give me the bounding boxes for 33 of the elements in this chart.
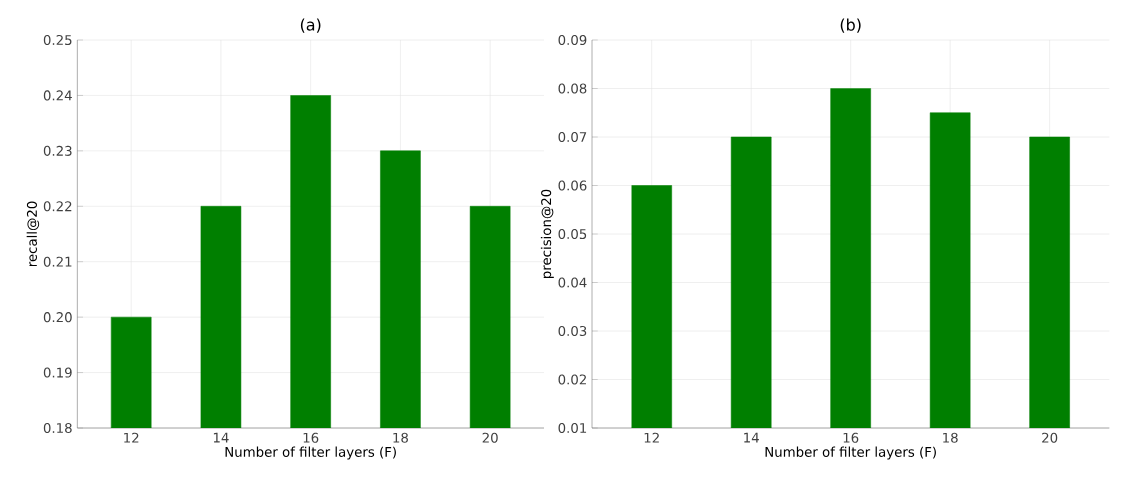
chart-title: (a) [300,18,321,33]
y-tick-label: 0.06 [558,180,587,191]
y-tick-label: 0.09 [558,34,587,46]
x-tick-label: 20 [482,432,498,443]
y-tick-label: 0.21 [43,256,72,267]
y-tick-label: 0.25 [43,34,72,46]
x-axis-title: Number of filter layers (F) [765,446,936,460]
x-tick-label: 18 [393,432,408,443]
x-tick-label: 14 [213,432,229,443]
x-tick-label: 14 [744,432,759,443]
y-axis-title: recall@20 [26,201,40,267]
y-tick-label: 0.19 [43,367,72,378]
y-tick-label: 0.18 [43,422,72,434]
y-tick-label: 0.07 [558,131,587,143]
y-tick-label: 0.24 [43,90,72,101]
y-tick-label: 0.08 [558,83,587,94]
x-tick-label: 16 [303,432,319,443]
x-tick-label: 12 [644,432,659,443]
y-tick-label: 0.03 [558,325,587,337]
x-tick-label: 16 [843,432,859,443]
y-tick-label: 0.22 [43,201,72,212]
chart-title: (b) [840,18,861,33]
y-tick-label: 0.05 [558,228,587,240]
x-tick-label: 18 [943,432,958,443]
y-tick-label: 0.20 [43,312,72,323]
x-tick-label: 20 [1042,432,1058,443]
y-axis-title: precision@20 [540,189,554,279]
y-tick-label: 0.02 [558,374,586,385]
y-tick-label: 0.01 [558,422,587,434]
x-axis-title: Number of filter layers (F) [225,446,396,460]
x-tick-label: 12 [124,432,139,443]
y-tick-label: 0.04 [558,277,587,288]
y-tick-label: 0.23 [43,145,72,156]
